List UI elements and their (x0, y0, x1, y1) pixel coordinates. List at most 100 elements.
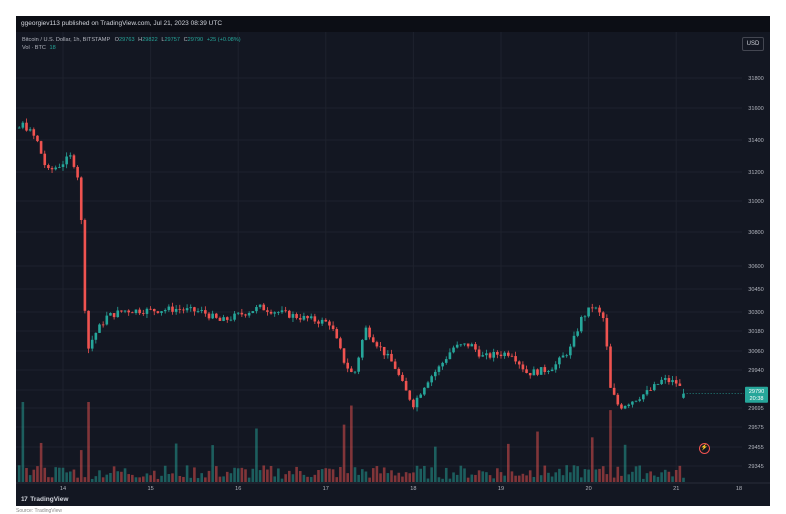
volume-bar (554, 472, 558, 482)
candle-body (255, 307, 258, 312)
volume-bar (660, 472, 663, 482)
volume-bar (434, 446, 437, 482)
candle-body (364, 327, 368, 340)
volume-bar (481, 471, 485, 482)
candle-body (94, 332, 98, 340)
volume-bar (116, 471, 120, 482)
volume-bar (466, 477, 470, 482)
candle-body (441, 362, 444, 367)
candle-body (590, 307, 594, 309)
volume-bar (229, 473, 233, 482)
volume-bar (335, 477, 339, 482)
volume-bar (441, 478, 444, 482)
candle-body (379, 346, 382, 348)
y-tick-label: 29940 (748, 368, 764, 374)
volume-bar (255, 428, 258, 482)
candle-body (142, 313, 145, 315)
volume-bar (426, 478, 430, 482)
volume-value: 18 (49, 45, 56, 51)
volume-bar (222, 476, 225, 482)
open-label: O (114, 37, 120, 43)
volume-bar (145, 473, 149, 482)
volume-bar (674, 469, 678, 482)
candle-body (116, 310, 120, 318)
volume-bar (437, 477, 441, 482)
candle-body (350, 368, 353, 372)
candle-body (496, 351, 499, 355)
publish-text: ggeorgiev113 published on TradingView.co… (21, 20, 223, 27)
volume-bar (517, 475, 521, 482)
volume-bar (423, 465, 426, 482)
volume-bar (463, 468, 466, 482)
candle-body (605, 318, 609, 347)
volume-bar (189, 477, 193, 482)
volume-bar (251, 468, 255, 482)
price-chart[interactable]: 31800 31600 31400 31200 31000 30800 30600 30450… (16, 16, 770, 506)
candle-body (295, 314, 298, 319)
volume-bar (623, 444, 627, 482)
candle-body (288, 310, 291, 318)
candle-body (72, 155, 76, 167)
candle-body (207, 313, 211, 319)
candle-body (627, 404, 631, 406)
candle-body (76, 166, 79, 178)
volume-bar (357, 474, 360, 482)
candle-body (455, 344, 459, 348)
lightning-icon[interactable]: ⚡ (699, 443, 710, 454)
candle-body (452, 347, 455, 353)
volume-bar (444, 467, 448, 482)
candle-body (587, 307, 590, 317)
candle-body (481, 355, 485, 357)
publish-header: ggeorgiev113 published on TradingView.co… (16, 16, 770, 32)
volume-legend[interactable]: Vol · BTC 18 (22, 45, 56, 51)
volume-bar (539, 475, 543, 482)
volume-bar (642, 478, 645, 482)
volume-bar (131, 474, 134, 482)
y-tick-label: 29345 (748, 464, 764, 470)
candle-body (123, 310, 127, 312)
volume-bar (430, 467, 433, 482)
volume-bar (507, 443, 510, 482)
volume-bar (663, 469, 667, 482)
candle-body (233, 313, 236, 320)
last-price-tag: 29790 20:38 (745, 386, 768, 403)
y-tick-label: 30180 (748, 329, 764, 335)
volume-bar (452, 472, 455, 482)
candle-body (120, 310, 123, 312)
volume-bar (485, 472, 488, 482)
y-tick-label: 30060 (748, 349, 764, 355)
symbol-legend[interactable]: Bitcoin / U.S. Dollar, 1h, BITSTAMP O297… (22, 37, 241, 43)
volume-bar (353, 467, 357, 482)
candle-body (50, 168, 54, 170)
candle-body (623, 405, 627, 409)
candle-body (565, 355, 568, 357)
volume-bar (258, 470, 262, 482)
volume-bar (193, 467, 196, 482)
volume-bar (36, 466, 39, 482)
volume-bar (317, 470, 320, 482)
volume-bar (204, 477, 207, 482)
candle-body (404, 380, 408, 391)
y-tick-label: 31800 (748, 76, 764, 82)
candle-body (667, 378, 671, 383)
volume-bar (627, 474, 631, 482)
candle-body (601, 312, 605, 319)
volume-bar (339, 467, 342, 482)
candle-body (229, 319, 233, 321)
tradingview-logo[interactable]: 17 TradingView (21, 496, 68, 503)
volume-bar (72, 469, 76, 482)
candle-body (178, 308, 182, 310)
y-tick-label: 30300 (748, 310, 764, 316)
volume-bar (583, 469, 587, 482)
x-tick-label: 16 (235, 486, 241, 492)
currency-button[interactable]: USD (742, 37, 764, 51)
y-axis: 31800 31600 31400 31200 31000 30800 30600 30450… (748, 76, 764, 470)
candle-body (320, 319, 324, 324)
candle-body (36, 135, 39, 142)
volume-bar (28, 475, 32, 482)
volume-bar (98, 470, 101, 482)
candle-body (32, 129, 36, 136)
candle-body (674, 380, 678, 384)
volume-bar (127, 474, 130, 482)
volume-bar (572, 465, 576, 482)
